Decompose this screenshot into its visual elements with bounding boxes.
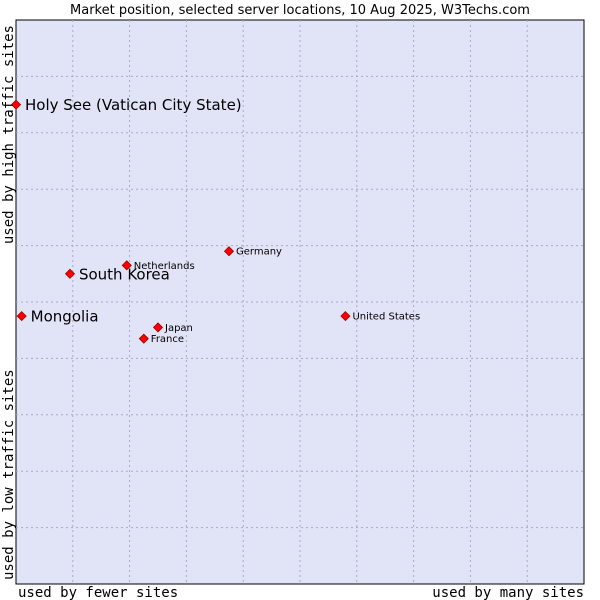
- data-point-marker: [152, 322, 164, 333]
- data-point-marker: [64, 268, 76, 279]
- x-axis-label-left: used by fewer sites: [18, 585, 178, 600]
- data-point-label: Mongolia: [31, 308, 99, 326]
- data-point-label: Japan: [164, 323, 193, 334]
- data-point-label: Holy See (Vatican City State): [25, 96, 242, 114]
- data-point-marker: [340, 311, 351, 322]
- data-point-label: Netherlands: [134, 261, 195, 272]
- data-point-label: United States: [352, 312, 420, 323]
- data-point-label: South Korea: [79, 265, 170, 283]
- data-point-marker: [10, 99, 22, 110]
- y-axis-label-low: used by low traffic sites: [1, 369, 17, 580]
- data-point-marker: [223, 246, 235, 257]
- data-points: Holy See (Vatican City State) South Korea…: [10, 96, 420, 345]
- x-axis-label-right: used by many sites: [432, 585, 584, 600]
- data-point-label: Germany: [236, 247, 282, 258]
- chart-title: Market position, selected server locatio…: [70, 3, 530, 18]
- data-point-marker: [16, 311, 27, 322]
- grid-lines: [16, 20, 584, 584]
- data-point-marker: [121, 260, 132, 271]
- data-point-marker: [138, 333, 149, 344]
- data-point-label: France: [151, 334, 184, 345]
- y-axis-label-high: used by high traffic sites: [1, 25, 17, 244]
